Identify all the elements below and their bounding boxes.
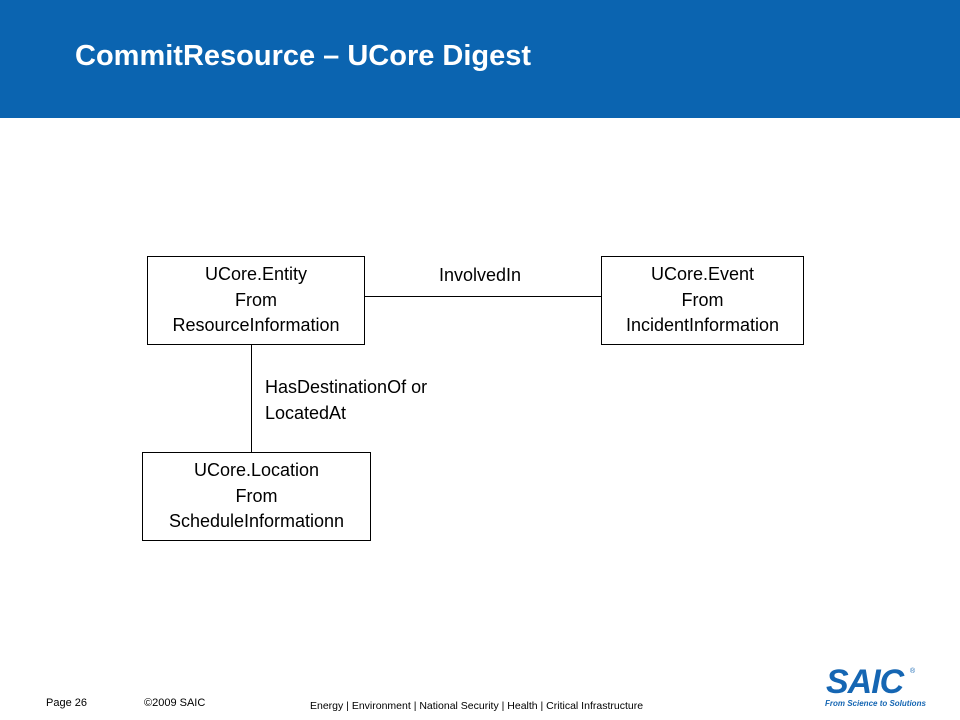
- entity-node-source: ResourceInformation: [172, 315, 340, 336]
- entity-node-from: From: [235, 289, 277, 310]
- title-bar: CommitResource – UCore Digest: [0, 0, 960, 118]
- event-node-name: UCore.Event: [650, 264, 755, 285]
- entity-node: UCore.Entity From ResourceInformation: [147, 256, 365, 345]
- event-node-from: From: [681, 289, 724, 310]
- saic-logo-wordmark: SAIC: [826, 663, 904, 701]
- event-node: UCore.Event From IncidentInformation: [601, 256, 804, 345]
- destination-connector: [251, 344, 252, 453]
- location-node-from: From: [235, 485, 278, 506]
- destination-label: HasDestinationOf or LocatedAt: [265, 375, 427, 426]
- entity-node-name: UCore.Entity: [204, 264, 308, 285]
- location-node: UCore.Location From ScheduleInformationn: [142, 452, 371, 541]
- saic-logo-registered: ®: [910, 668, 916, 675]
- destination-label-line2: LocatedAt: [265, 402, 347, 423]
- event-node-source: IncidentInformation: [625, 315, 780, 336]
- slide-title: CommitResource – UCore Digest: [75, 40, 532, 72]
- page-number: Page 26: [46, 697, 87, 709]
- location-node-name: UCore.Location: [193, 460, 320, 481]
- destination-label-line1: HasDestinationOf or: [265, 377, 428, 397]
- footer-tagline: Energy | Environment | National Security…: [310, 700, 644, 712]
- saic-logo-slogan: From Science to Solutions: [825, 699, 926, 708]
- involved-in-label: InvolvedIn: [439, 265, 522, 285]
- location-node-source: ScheduleInformationn: [168, 511, 345, 532]
- saic-logo: SAIC ® From Science to Solutions: [822, 663, 926, 710]
- involved-in-connector: [365, 296, 602, 297]
- copyright: ©2009 SAIC: [144, 697, 206, 709]
